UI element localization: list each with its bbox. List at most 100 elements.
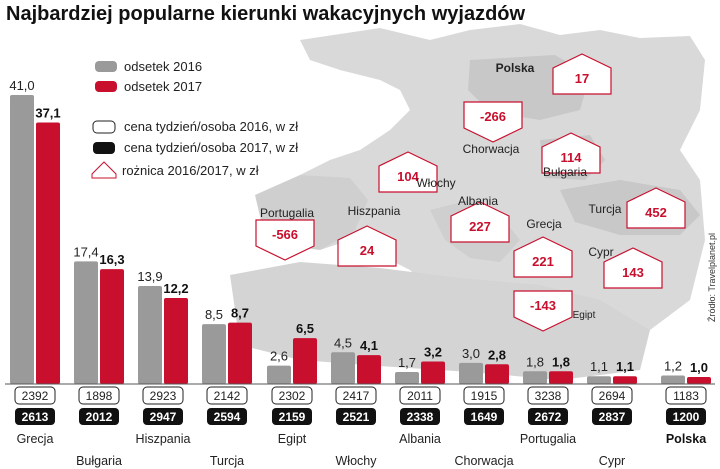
diff-value-1: -266 <box>480 109 506 124</box>
value-label-2017-7: 2,8 <box>488 347 506 362</box>
price-2016-box-4 <box>271 386 313 405</box>
price-2016-9: 2694 <box>599 389 626 403</box>
bar-2016-0 <box>10 95 34 384</box>
category-label-1: Bułgaria <box>76 454 122 468</box>
price-2017-7: 1649 <box>471 410 498 424</box>
diff-value-9: 143 <box>622 265 644 280</box>
map-country-label-8: Turcja <box>589 202 622 216</box>
category-label-7: Chorwacja <box>454 454 513 468</box>
price-2016-box-6 <box>399 386 441 405</box>
value-label-2017-9: 1,1 <box>616 359 634 374</box>
price-2016-0: 2392 <box>22 389 49 403</box>
price-2017-4: 2159 <box>279 410 306 424</box>
bar-2017-7 <box>485 364 509 384</box>
price-2016-box-7 <box>463 386 505 405</box>
price-2016-box-5 <box>335 386 377 405</box>
legend-price-2016-box <box>92 120 116 134</box>
value-label-2017-1: 16,3 <box>99 252 124 267</box>
price-2017-3: 2594 <box>214 410 241 424</box>
bar-2017-0 <box>36 122 60 385</box>
value-label-2016-5: 4,5 <box>334 335 352 350</box>
category-label-4: Egipt <box>278 432 307 446</box>
map-country-label-2: Bułgaria <box>543 165 587 179</box>
bar-2017-6 <box>421 361 445 384</box>
bar-2016-1 <box>74 261 98 384</box>
price-2017-2: 2947 <box>150 410 177 424</box>
bar-2017-2 <box>164 298 188 384</box>
price-2017-box-0 <box>15 408 55 425</box>
price-2017-box-4 <box>272 408 312 425</box>
legend-diff-arrow <box>91 161 117 179</box>
diff-arrow-9 <box>603 247 663 289</box>
price-2017-6: 2338 <box>407 410 434 424</box>
price-2016-box-0 <box>14 386 56 405</box>
price-2017-box-6 <box>400 408 440 425</box>
bar-2017-8 <box>549 371 573 384</box>
diff-arrow-8 <box>626 187 686 229</box>
map-country-label-5: Hiszpania <box>348 204 401 218</box>
value-label-2017-3: 8,7 <box>231 306 249 321</box>
legend: odsetek 2016 odsetek 2017 cena tydzień/o… <box>91 59 298 179</box>
map-country-label-1: Chorwacja <box>463 142 520 156</box>
diff-arrow-3 <box>378 151 438 193</box>
value-label-2017-8: 1,8 <box>552 354 570 369</box>
category-label-10: Polska <box>666 432 707 446</box>
value-label-2016-3: 8,5 <box>205 307 223 322</box>
diff-value-0: 17 <box>575 71 589 86</box>
bar-2016-5 <box>331 352 355 384</box>
diff-value-10: -143 <box>530 298 556 313</box>
bar-2016-4 <box>267 365 291 384</box>
price-2017-box-8 <box>528 408 568 425</box>
bar-2016-10 <box>661 375 685 384</box>
category-label-6: Albania <box>399 432 441 446</box>
diff-value-7: 221 <box>532 254 554 269</box>
value-label-2016-10: 1,2 <box>664 359 682 374</box>
category-label-2: Hiszpania <box>136 432 191 446</box>
map-country-label-9: Cypr <box>588 245 613 259</box>
diff-arrow-2 <box>541 132 601 174</box>
bar-2016-2 <box>138 286 162 384</box>
category-label-0: Grecja <box>17 432 54 446</box>
bar-2016-7 <box>459 362 483 384</box>
diff-arrow-1 <box>463 101 523 143</box>
price-2016-3: 2142 <box>214 389 241 403</box>
legend-diff: rożnica 2016/2017, w zł <box>122 163 259 178</box>
diff-arrow-4 <box>255 219 315 261</box>
diff-arrow-6 <box>450 201 510 243</box>
diff-arrow-10 <box>513 290 573 332</box>
price-2017-box-7 <box>464 408 504 425</box>
legend-price-2017-box <box>93 142 115 154</box>
map-country-label-10: Egipt <box>573 310 596 321</box>
price-2017-box-10 <box>666 408 706 425</box>
price-2017-box-2 <box>143 408 183 425</box>
price-2016-1: 1898 <box>86 389 113 403</box>
price-2017-box-1 <box>79 408 119 425</box>
value-label-2016-9: 1,1 <box>590 359 608 374</box>
price-2017-box-3 <box>207 408 247 425</box>
chart-title: Najbardziej popularne kierunki wakacyjny… <box>6 3 525 25</box>
value-label-2017-0: 37,1 <box>35 105 60 120</box>
value-label-2017-5: 4,1 <box>360 338 378 353</box>
diff-value-2: 114 <box>561 150 583 165</box>
value-label-2017-10: 1,0 <box>690 360 708 375</box>
diff-arrow-5 <box>337 225 397 267</box>
legend-swatch-2016 <box>95 61 117 72</box>
diff-value-3: 104 <box>397 169 419 184</box>
price-2016-box-3 <box>206 386 248 405</box>
value-label-2016-4: 2,6 <box>270 349 288 364</box>
value-label-2016-8: 1,8 <box>526 354 544 369</box>
bar-2017-5 <box>357 355 381 384</box>
price-2017-5: 2521 <box>343 410 370 424</box>
map-country-label-7: Grecja <box>526 217 562 231</box>
category-label-3: Turcja <box>210 454 244 468</box>
category-label-9: Cypr <box>599 454 625 468</box>
diff-arrow-7 <box>513 236 573 278</box>
bar-2017-9 <box>613 376 637 384</box>
price-2017-10: 1200 <box>673 410 700 424</box>
legend-price-2017: cena tydzień/osoba 2017, w zł <box>124 140 298 155</box>
legend-swatch-2017 <box>95 81 117 92</box>
value-label-2016-6: 1,7 <box>398 355 416 370</box>
price-2017-8: 2672 <box>535 410 562 424</box>
